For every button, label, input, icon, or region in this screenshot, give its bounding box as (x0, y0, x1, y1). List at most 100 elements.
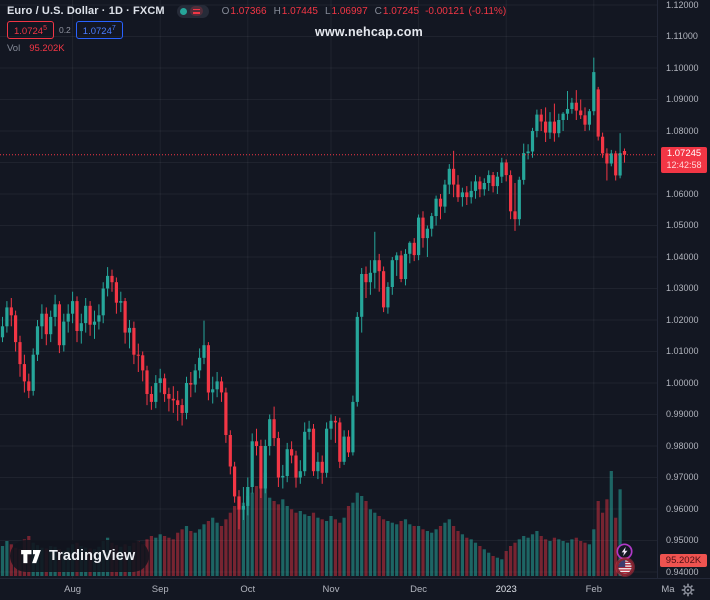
candle-body (447, 168, 451, 185)
sell-button[interactable]: 1.07245 (7, 20, 54, 40)
volume-bar (513, 542, 517, 576)
toggle-lines-icon (189, 6, 203, 16)
price-tick-label: 1.11000 (666, 31, 698, 41)
candle-body (377, 260, 381, 272)
volume-bar (570, 539, 574, 576)
price-axis[interactable]: 1.07245 12:42:58 95.202K 1.12000 1.11000 1… (658, 0, 710, 578)
series-visibility-toggle[interactable] (176, 4, 209, 18)
volume-value: 95.202K (29, 42, 65, 54)
volume-bar (5, 541, 9, 576)
volume-bar (233, 506, 237, 576)
volume-bar (368, 509, 372, 576)
buy-button[interactable]: 1.07247 (75, 20, 123, 40)
candle-body (325, 428, 329, 473)
volume-bar (561, 541, 565, 576)
time-label: Oct (240, 584, 256, 595)
volume-bar (311, 512, 316, 576)
candle-body (246, 487, 250, 506)
candle-body (373, 260, 377, 273)
price-tick-label: 0.97000 (666, 472, 699, 482)
volume-bar (346, 506, 351, 576)
candle-body (198, 357, 202, 371)
candle-body (259, 446, 263, 489)
candle-body (237, 496, 241, 510)
candle-body (202, 345, 206, 358)
volume-bar (215, 522, 219, 576)
candle-body (500, 162, 504, 177)
candle-body (75, 301, 79, 331)
volume-bar (180, 529, 184, 576)
candle-body (618, 153, 622, 176)
volume-bar (303, 514, 307, 576)
candle-body (66, 313, 70, 322)
candle-body (171, 398, 175, 401)
candle-body (224, 392, 228, 435)
candle-body (587, 111, 591, 125)
candle-body (609, 153, 613, 164)
us-flag-event-icon[interactable] (615, 557, 635, 577)
volume-bar (574, 537, 578, 576)
volume-bar (460, 534, 464, 576)
tradingview-logo[interactable]: TradingView (10, 540, 150, 572)
volume-bar (154, 537, 158, 576)
candle-body (408, 242, 412, 254)
price-tick-label: 0.95000 (666, 535, 699, 545)
gear-icon[interactable] (680, 582, 696, 598)
candle-body (49, 316, 53, 335)
candle-body (110, 275, 114, 283)
candle-body (193, 370, 197, 385)
candle-body (184, 383, 189, 413)
volume-bar (504, 551, 508, 576)
candle-body (487, 175, 491, 183)
candle-body (539, 114, 543, 122)
candle-body (53, 304, 57, 317)
time-label: Dec (410, 584, 428, 595)
volume-bar (601, 512, 605, 576)
volume-bar (316, 517, 320, 576)
candle-body (504, 162, 508, 176)
candle-body (434, 198, 438, 216)
volume-bar (522, 536, 526, 576)
volume-bar (500, 559, 504, 576)
candlestick-chart[interactable] (0, 0, 658, 578)
candle-body (329, 420, 333, 429)
candle-body (382, 271, 386, 308)
candle-body (346, 436, 351, 453)
change-percent: (-0.11%) (468, 5, 507, 17)
candle-body (548, 121, 552, 133)
candle-body (473, 181, 478, 191)
candle-body (430, 216, 434, 229)
volume-bar (618, 489, 622, 576)
volume-bar (557, 539, 561, 576)
candle-body (149, 394, 153, 402)
time-axis[interactable]: Ma Aug Sep Oct Nov Dec 2023 Feb (0, 579, 710, 600)
candle-body (9, 307, 13, 316)
candle-body (368, 272, 372, 283)
volume-bar (579, 541, 583, 576)
candle-body (27, 381, 31, 391)
candle-body (605, 153, 609, 164)
candle-body (530, 131, 535, 152)
volume-bar (478, 546, 482, 576)
volume-bar (276, 504, 280, 576)
candle-body (268, 419, 272, 446)
price-tick-label: 0.94000 (666, 566, 699, 577)
candle-body (596, 89, 600, 137)
candle-body (522, 153, 526, 180)
candle-body (62, 321, 66, 346)
volume-bar (434, 529, 438, 576)
volume-bar (189, 531, 193, 576)
high-label: H (273, 5, 281, 17)
candle-body (0, 326, 5, 338)
bar-countdown: 12:42:58 (666, 159, 702, 170)
volume-bar (614, 517, 618, 576)
low-value: 1.06997 (331, 5, 368, 17)
volume-bar (176, 532, 180, 576)
price-tick-label: 1.05000 (666, 220, 699, 230)
candle-body (254, 441, 259, 446)
volume-bar (382, 519, 386, 576)
candle-body (233, 466, 237, 497)
candle-body (517, 179, 521, 220)
candle-body (281, 475, 285, 478)
